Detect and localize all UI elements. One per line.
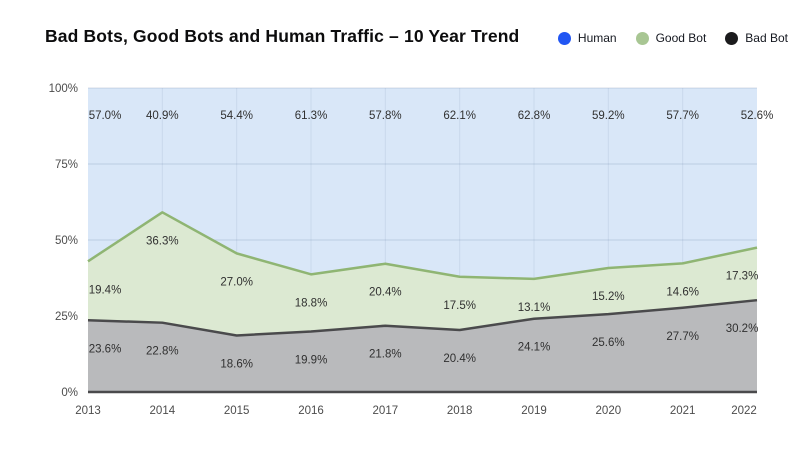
value-label-bad-bot: 24.1% [518, 342, 551, 354]
x-axis-tick: 2017 [373, 405, 399, 417]
value-label-human: 62.8% [518, 110, 551, 122]
chart-title: Bad Bots, Good Bots and Human Traffic – … [45, 26, 520, 46]
value-label-human: 61.3% [295, 110, 328, 122]
value-label-good-bot: 27.0% [220, 276, 253, 288]
value-label-human: 57.8% [369, 110, 402, 122]
legend-label: Bad Bot [745, 31, 788, 45]
x-axis-tick: 2021 [670, 405, 696, 417]
value-label-good-bot: 13.1% [518, 302, 551, 314]
value-label-good-bot: 36.3% [146, 235, 179, 247]
value-label-good-bot: 17.3% [726, 271, 759, 283]
good-bot-line [87, 211, 758, 281]
x-axis-tick: 2020 [596, 405, 622, 417]
x-axis-tick: 2014 [150, 405, 176, 417]
value-label-bad-bot: 27.7% [666, 331, 699, 343]
value-label-human: 59.2% [592, 110, 625, 122]
x-axis-tick: 2019 [521, 405, 547, 417]
legend-dot [635, 31, 649, 45]
value-label-bad-bot: 18.6% [220, 358, 253, 370]
value-label-good-bot: 19.4% [89, 284, 122, 296]
value-label-human: 52.6% [741, 110, 774, 122]
bad-bot-area [88, 300, 757, 392]
value-label-human: 40.9% [146, 110, 179, 122]
y-axis-tick: 25% [55, 311, 78, 323]
value-label-good-bot: 18.8% [295, 297, 328, 309]
legend-dot [725, 31, 739, 45]
value-label-human: 57.7% [666, 110, 699, 122]
legend-label: Human [577, 31, 617, 45]
y-axis-tick: 75% [55, 159, 78, 171]
value-label-human: 57.0% [89, 110, 122, 122]
legend-item-good-bot[interactable]: Good Bot [635, 31, 707, 45]
legend-item-bad-bot[interactable]: Bad Bot [725, 31, 788, 45]
x-axis-tick: 2013 [75, 405, 101, 417]
value-label-good-bot: 15.2% [592, 291, 625, 303]
y-axis-tick: 50% [55, 235, 78, 247]
value-label-good-bot: 14.6% [666, 286, 699, 298]
legend-dot [557, 31, 571, 45]
value-label-bad-bot: 25.6% [592, 337, 625, 349]
legend-label: Good Bot [655, 31, 707, 45]
value-label-bad-bot: 20.4% [443, 353, 476, 365]
y-axis-tick: 0% [61, 387, 78, 399]
y-axis-tick: 100% [49, 83, 78, 95]
value-label-good-bot: 17.5% [443, 300, 476, 312]
value-label-bad-bot: 22.8% [146, 346, 179, 358]
legend: Human Good Bot Bad Bot [557, 31, 788, 45]
x-axis-tick: 2016 [298, 405, 324, 417]
value-label-good-bot: 20.4% [369, 287, 402, 299]
value-label-human: 62.1% [443, 110, 476, 122]
x-axis-tick: 2022 [731, 405, 757, 417]
x-axis-tick: 2018 [447, 405, 473, 417]
value-label-bad-bot: 23.6% [89, 343, 122, 355]
bad-bot-line [87, 298, 758, 337]
value-label-bad-bot: 19.9% [295, 355, 328, 367]
value-label-human: 54.4% [220, 110, 253, 122]
value-label-bad-bot: 30.2% [726, 323, 759, 335]
legend-item-human[interactable]: Human [557, 31, 617, 45]
value-label-bad-bot: 21.8% [369, 349, 402, 361]
x-axis-tick: 2015 [224, 405, 250, 417]
